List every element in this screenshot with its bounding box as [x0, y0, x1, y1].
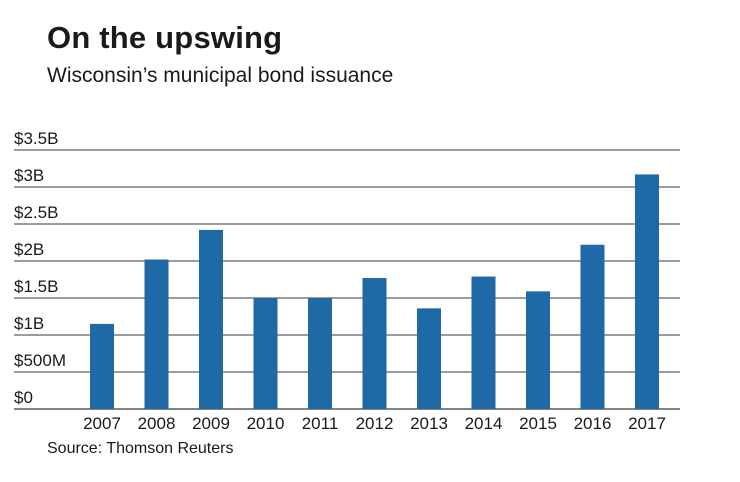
x-tick-label: 2013: [410, 414, 448, 433]
x-tick-label: 2014: [465, 414, 503, 433]
y-tick-label: $3B: [14, 166, 44, 185]
y-tick-label: $2.5B: [14, 203, 58, 222]
x-tick-label: 2015: [519, 414, 557, 433]
x-axis-labels: 2007 2008 2009 2010 2011 2012 2013 2014 2015 2016…: [83, 414, 666, 433]
bar-2014: [471, 276, 496, 409]
bars: [90, 174, 659, 409]
y-tick-label: $1.5B: [14, 277, 58, 296]
chart-title: On the upswing: [47, 20, 283, 55]
bar-2007: [90, 323, 114, 409]
bar-2008: [144, 259, 169, 409]
y-tick-label: $0: [14, 388, 33, 407]
x-tick-label: 2008: [138, 414, 176, 433]
bar-2016: [580, 244, 605, 409]
source-note: Source: Thomson Reuters: [47, 440, 234, 457]
chart-subtitle: Wisconsin’s municipal bond issuance: [47, 64, 394, 87]
y-axis-labels: $0 $500M $1B $1.5B $2B $2.5B $3B $3.5B: [14, 129, 66, 407]
x-tick-label: 2012: [356, 414, 394, 433]
gridlines: [14, 149, 680, 410]
x-tick-label: 2016: [574, 414, 612, 433]
y-tick-label: $1B: [14, 314, 44, 333]
bar-2012: [362, 278, 387, 409]
bar-2015: [526, 291, 550, 409]
bar-2013: [417, 308, 441, 409]
y-tick-label: $2B: [14, 240, 44, 259]
bar-2011: [308, 298, 332, 409]
bar-2017: [635, 174, 659, 409]
y-tick-label: $500M: [14, 351, 66, 370]
x-tick-label: 2010: [247, 414, 285, 433]
x-tick-label: 2017: [628, 414, 666, 433]
y-tick-label: $3.5B: [14, 129, 58, 148]
x-tick-label: 2007: [83, 414, 121, 433]
x-tick-label: 2009: [192, 414, 230, 433]
x-tick-label: 2011: [302, 414, 339, 433]
bar-2010: [253, 298, 278, 409]
bar-2009: [199, 229, 223, 409]
